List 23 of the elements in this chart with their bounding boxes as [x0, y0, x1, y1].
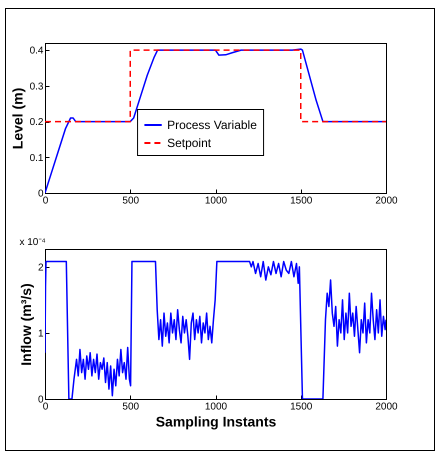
y-tick-label: 0.3 — [30, 81, 44, 92]
legend-label: Process Variable — [167, 118, 258, 132]
x-tick-label: 2000 — [375, 196, 398, 206]
x-tick-label: 1500 — [290, 196, 313, 206]
legend-label: Setpoint — [167, 136, 212, 150]
y-tick-label: 0 — [38, 394, 44, 406]
y-axis-title: Level (m) — [10, 88, 26, 150]
y-tick-label: 1 — [38, 328, 44, 340]
x-axis-title: Sampling Instants — [156, 414, 276, 430]
y-tick-label: 2 — [38, 262, 44, 274]
x-tick-label: 500 — [122, 402, 140, 412]
x-tick-label: 1500 — [290, 402, 313, 412]
x-tick-label: 1000 — [204, 196, 228, 206]
y-axis-title: Inflow (m³/s) — [18, 283, 34, 366]
y-tick-label: 0 — [38, 188, 44, 200]
y-tick-label: 0.4 — [30, 46, 44, 57]
y-tick-label: 0.1 — [30, 152, 44, 164]
x-tick-label: 1000 — [204, 402, 228, 412]
y-tick-label: 0.2 — [30, 117, 44, 128]
x-tick-label: 500 — [122, 196, 140, 206]
text: x 10⁻⁴ — [19, 237, 46, 248]
line-series — [45, 260, 386, 399]
x-tick-label: 2000 — [375, 402, 398, 412]
